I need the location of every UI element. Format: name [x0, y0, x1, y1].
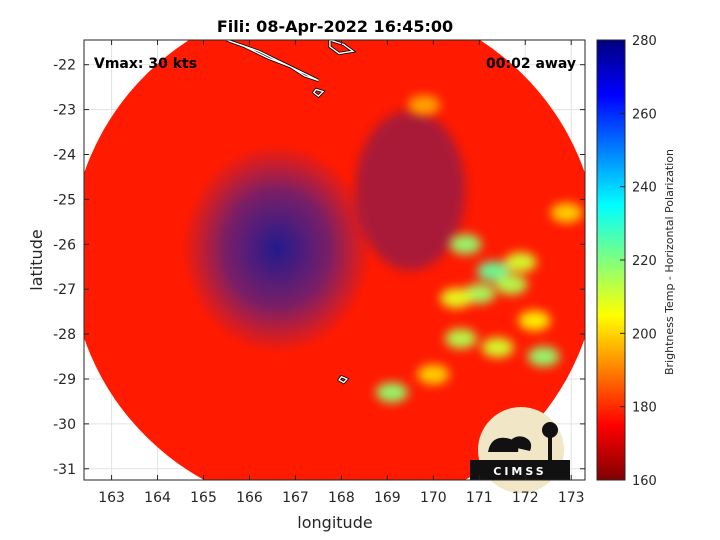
- x-tick-label: 164: [144, 490, 171, 506]
- colorbar-tick-label: 260: [632, 107, 657, 122]
- time-away-annotation: 00:02 away: [486, 56, 576, 72]
- coast-small-2: [338, 375, 349, 384]
- x-tick-label: 167: [282, 490, 309, 506]
- x-tick-label: 166: [236, 490, 263, 506]
- colorbar-tick-label: 200: [632, 327, 657, 342]
- warm-feature: [375, 382, 408, 403]
- logo-tank: [542, 422, 558, 438]
- y-ticks: -22 -23 -24 -25 -26 -27 -28 -29 -30 -31: [53, 58, 585, 478]
- x-tick-label: 169: [374, 490, 401, 506]
- cyclone-core: [182, 143, 373, 354]
- y-tick-label: -25: [53, 192, 76, 208]
- warm-feature: [449, 234, 482, 255]
- colorbar-ticks: 280 260 240 220 200 180 160: [620, 34, 657, 489]
- chart-title: Fili: 08-Apr-2022 16:45:00: [217, 17, 453, 36]
- warm-features: [375, 95, 583, 403]
- y-tick-label: -23: [53, 103, 76, 119]
- warm-feature: [504, 252, 537, 273]
- warm-feature: [440, 288, 473, 309]
- x-tick-label: 168: [328, 490, 355, 506]
- warm-feature: [527, 346, 560, 367]
- logo-dish-2: [508, 436, 532, 451]
- warm-feature: [444, 328, 477, 349]
- x-tick-label: 171: [466, 490, 493, 506]
- y-tick-label: -24: [53, 147, 76, 163]
- colorbar-tick-label: 280: [632, 34, 657, 49]
- colorbar-tick-label: 240: [632, 181, 657, 196]
- x-tick-label: 170: [420, 490, 447, 506]
- colorbar-tick-label: 160: [632, 474, 657, 489]
- y-tick-label: -27: [53, 282, 76, 298]
- y-tick-label: -26: [53, 237, 76, 253]
- colorbar-label: Brightness Temp - Horizontal Polarizatio…: [663, 149, 676, 375]
- swath: [84, 40, 585, 480]
- x-tick-label: 163: [98, 490, 125, 506]
- warm-feature: [408, 95, 441, 116]
- logo-tower: [548, 436, 552, 462]
- colorbar-tick-label: 220: [632, 254, 657, 269]
- cimss-logo: CIMSS: [470, 407, 570, 493]
- warm-feature: [495, 274, 528, 295]
- warm-feature: [417, 364, 450, 385]
- axes-frame: [83, 39, 586, 481]
- logo-bar: [470, 460, 570, 480]
- coast-main: [226, 40, 319, 82]
- y-tick-label: -31: [53, 462, 76, 478]
- y-tick-label: -30: [53, 417, 76, 433]
- vmax-annotation: Vmax: 30 kts: [94, 56, 197, 72]
- coast-small-1: [312, 88, 325, 98]
- logo-text: CIMSS: [493, 465, 546, 478]
- x-tick-label: 173: [558, 490, 585, 506]
- warm-feature: [518, 310, 551, 331]
- colorbar-tick-label: 180: [632, 401, 657, 416]
- x-axis-label: longitude: [297, 513, 372, 532]
- y-tick-label: -29: [53, 372, 76, 388]
- dark-band: [355, 110, 466, 271]
- x-tick-label: 165: [190, 490, 217, 506]
- y-tick-label: -22: [53, 58, 76, 74]
- x-ticks: 163 164 165 166 167 168 169 170 171 172 173: [98, 40, 585, 506]
- warm-feature: [481, 337, 514, 358]
- warm-feature: [477, 261, 510, 282]
- warm-feature: [550, 202, 583, 223]
- x-tick-label: 172: [512, 490, 539, 506]
- y-axis-label: latitude: [27, 229, 46, 290]
- y-tick-label: -28: [53, 327, 76, 343]
